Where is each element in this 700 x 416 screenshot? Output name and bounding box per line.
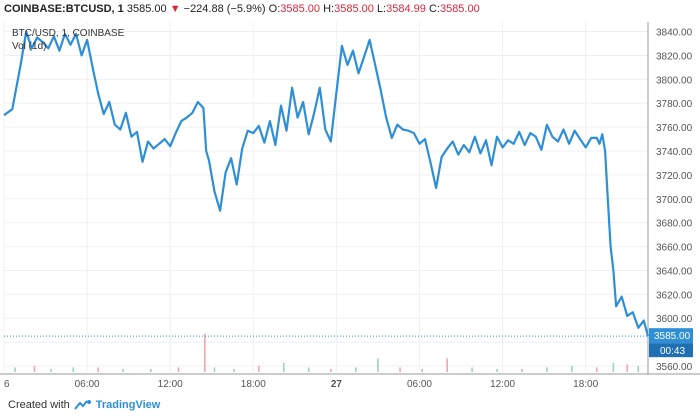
y-tick-label: 3640.00: [656, 266, 693, 277]
volume-bar: [354, 367, 357, 372]
volume-bar: [177, 367, 180, 372]
last-price: 3585.00: [126, 3, 167, 15]
tradingview-logo-icon: [73, 400, 91, 410]
volume-bar: [571, 365, 573, 372]
y-tick-label: 3720.00: [656, 171, 693, 182]
y-tick-label: 3840.00: [656, 28, 693, 39]
y-tick-label: 3700.00: [656, 195, 693, 206]
y-tick-label: 3560.00: [656, 362, 693, 373]
y-tick-label: 3620.00: [656, 290, 693, 301]
volume-bar: [72, 367, 75, 372]
footer: Created with TradingView: [8, 399, 160, 411]
volume-bar: [258, 365, 260, 372]
close-label: C:: [428, 3, 440, 15]
volume-bar: [546, 367, 548, 372]
countdown-badge: [649, 343, 693, 358]
x-tick-label: 06:00: [407, 379, 432, 390]
volume-bar: [637, 365, 640, 372]
volume-bar: [14, 367, 16, 372]
symbol-name: COINBASE:BTCUSD, 1: [4, 3, 124, 15]
volume-bar: [595, 367, 598, 372]
price-badge: [649, 328, 693, 344]
volume-bar: [521, 368, 523, 372]
volume-bar: [282, 362, 285, 372]
x-tick-label: 18:00: [241, 379, 266, 390]
y-tick-label: 3740.00: [656, 147, 693, 158]
x-tick-label: 06:00: [75, 379, 100, 390]
high-label: H:: [323, 3, 335, 15]
volume-bar: [399, 367, 401, 372]
price-series-line: [3, 30, 650, 337]
change-arrow-icon: ▼: [169, 3, 181, 15]
y-tick-label: 3800.00: [656, 75, 693, 86]
volume-bar: [330, 368, 332, 372]
volume-bar: [50, 368, 52, 372]
y-tick-label: 3760.00: [656, 123, 693, 134]
high-value: 3585.00: [334, 3, 374, 15]
x-tick-label: 6: [4, 379, 10, 390]
tradingview-brand[interactable]: TradingView: [95, 399, 161, 411]
price-chart[interactable]: 3560.00 3600.00 3620.00 3640.00 3660.00 3680.…: [0, 22, 700, 394]
open-value: 3585.00: [280, 3, 321, 15]
y-tick-label: 3660.00: [656, 243, 693, 254]
x-tick-label: 18:00: [573, 379, 598, 390]
volume-bar: [377, 358, 379, 372]
y-tick-label: 3600.00: [656, 314, 693, 325]
x-tick-label: 12:00: [490, 379, 515, 390]
volume-bar: [626, 364, 629, 372]
volume-legend: Vol (1d): [12, 41, 46, 52]
countdown-value: 00:43: [660, 346, 685, 357]
volume-bar: [33, 365, 36, 372]
y-tick-label: 3820.00: [656, 51, 693, 62]
volume-bar: [213, 367, 216, 372]
volume-bar: [612, 362, 615, 372]
y-tick-label: 3780.00: [656, 99, 693, 110]
volume-bar: [150, 368, 152, 372]
close-value: 3585.00: [439, 3, 480, 15]
volume-bar: [233, 368, 235, 372]
volume-bar: [307, 367, 310, 372]
low-value: 3584.99: [386, 3, 426, 15]
volume-bar: [204, 334, 206, 372]
open-label: O:: [268, 3, 281, 15]
y-tick-label: 3680.00: [656, 219, 693, 230]
price-change: −224.88 (−5.9%): [183, 3, 266, 15]
volume-bar: [471, 367, 473, 372]
series-legend: BTC/USD, 1, COINBASE: [12, 28, 125, 39]
x-tick-label: 12:00: [158, 379, 183, 390]
volume-bar: [446, 358, 448, 372]
low-label: L:: [376, 3, 387, 15]
created-with-text: Created with: [8, 399, 70, 411]
chart-area[interactable]: 3560.00 3600.00 3620.00 3640.00 3660.00 3680.…: [0, 22, 700, 399]
volume-bar: [496, 368, 498, 372]
volume-bar: [122, 368, 124, 372]
volume-bar: [421, 368, 424, 372]
volume-bar: [97, 367, 99, 372]
price-badge-value: 3585.00: [654, 331, 691, 342]
x-tick-label: 27: [331, 379, 343, 390]
symbol-header: COINBASE:BTCUSD, 1 3585.00 ▼ −224.88 (−5…: [4, 3, 480, 15]
